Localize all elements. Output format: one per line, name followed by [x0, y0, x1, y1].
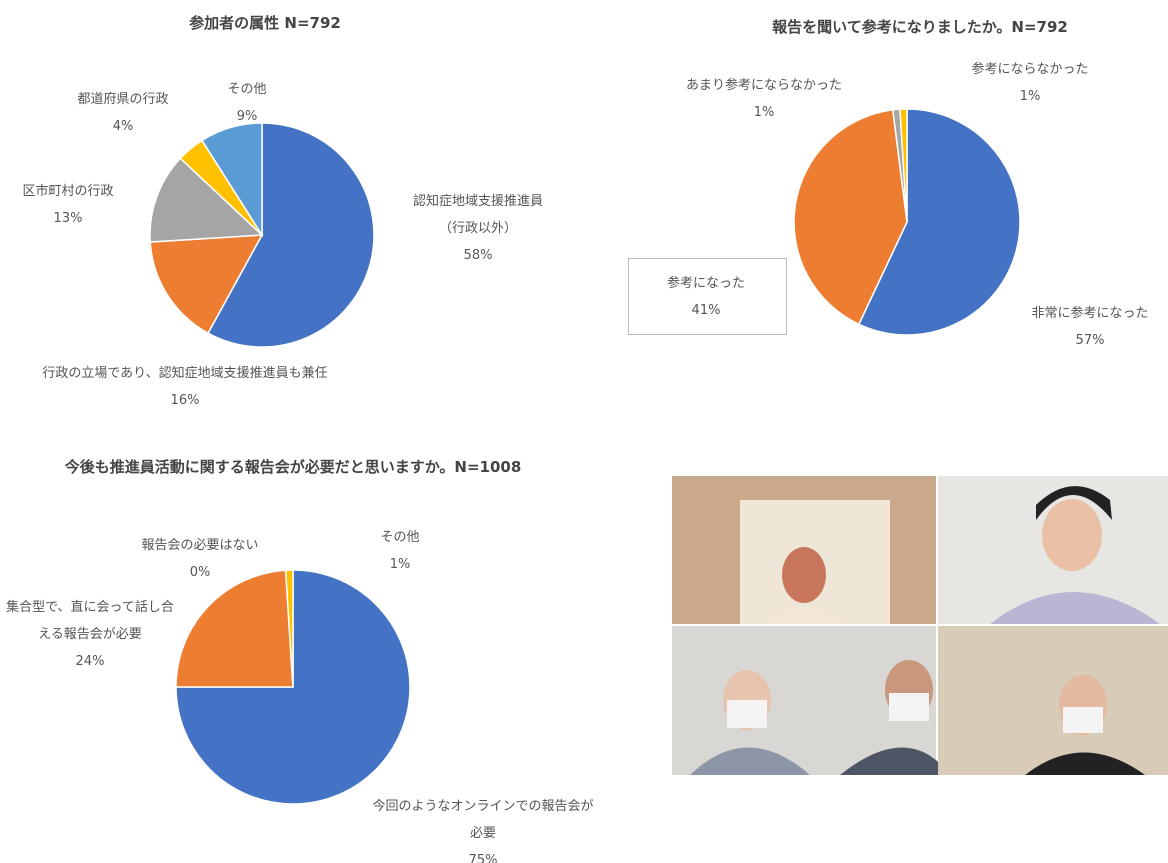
- pie-slice: [175, 569, 411, 805]
- pie-slice: [793, 109, 908, 326]
- pie-slice: [207, 122, 375, 348]
- video-call-photo: [672, 476, 1168, 775]
- pie-slice: [284, 569, 294, 688]
- pie-slice: [899, 108, 908, 223]
- slice-label: その他: [380, 530, 420, 545]
- slice-value: 13%: [53, 211, 83, 226]
- slice-label: 非常に参考になった: [1031, 306, 1149, 321]
- slice-value: 41%: [691, 303, 721, 318]
- slice-value: 4%: [112, 119, 134, 134]
- slice-label: 集合型で、直に会って話し合える報告会が必要: [6, 600, 174, 642]
- slice-value: 1%: [1019, 89, 1041, 104]
- slice-label: 今回のようなオンラインでの報告会が必要: [372, 799, 594, 841]
- slice-label: 都道府県の行政: [77, 92, 169, 107]
- slice-value: 16%: [170, 393, 200, 408]
- slice-value: 1%: [753, 105, 775, 120]
- pie-slice: [175, 569, 294, 688]
- pie-slice: [857, 108, 1021, 336]
- slice-value: 24%: [75, 654, 105, 669]
- pie-slice: [200, 122, 263, 238]
- pie-slice: [149, 234, 264, 335]
- slice-value: 58%: [463, 248, 493, 263]
- slice-value: 57%: [1075, 333, 1105, 348]
- slice-label: 参考にならなかった: [971, 62, 1089, 77]
- pie-slice: [149, 157, 264, 243]
- chart-title: 参加者の属性 N=792: [189, 14, 341, 32]
- slice-label: あまり参考にならなかった: [685, 78, 842, 93]
- slice-label: 報告会の必要はない: [141, 538, 259, 553]
- slice-value: 9%: [236, 109, 258, 124]
- slice-value: 75%: [468, 853, 498, 863]
- chart-title: 今後も推進員活動に関する報告会が必要だと思いますか。N=1008: [64, 458, 522, 476]
- slice-value: 1%: [389, 557, 411, 572]
- slice-label: その他: [227, 82, 267, 97]
- label-box: [628, 258, 787, 335]
- slice-label: 行政の立場であり、認知症地域支援推進員も兼任: [42, 366, 328, 381]
- slice-value: 0%: [189, 565, 211, 580]
- chart-title: 報告を聞いて参考になりましたか。N=792: [772, 18, 1068, 36]
- slice-label: 区市町村の行政: [22, 184, 114, 199]
- slice-label: 参考になった: [666, 276, 745, 291]
- slice-label: 認知症地域支援推進員（行政以外）: [412, 194, 543, 236]
